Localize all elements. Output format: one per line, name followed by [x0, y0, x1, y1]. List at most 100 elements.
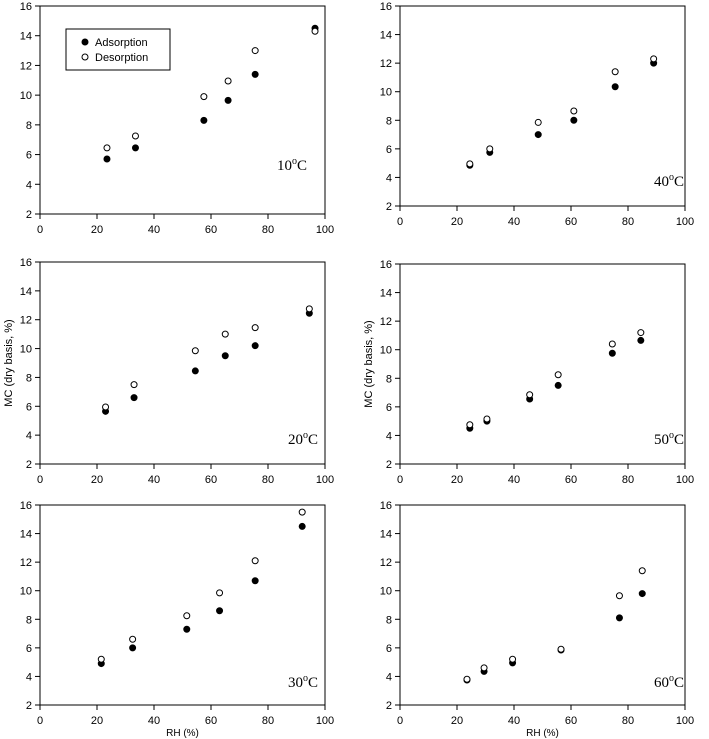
desorption-point	[221, 330, 229, 338]
y-axis-label: MC (dry basis, %)	[3, 319, 15, 406]
adsorption-point	[615, 614, 623, 622]
adsorption-point	[298, 522, 306, 530]
y-tick-label: 14	[20, 31, 32, 43]
adsorption-point	[554, 381, 562, 389]
adsorption-point	[224, 96, 232, 104]
y-tick-label: 14	[380, 529, 392, 541]
x-tick-label: 80	[622, 474, 634, 486]
x-axis-label: RH (%)	[526, 728, 559, 739]
plot-frame	[39, 504, 326, 706]
adsorption-point	[200, 116, 208, 124]
y-tick-label: 2	[26, 459, 32, 471]
desorption-point	[251, 47, 259, 55]
desorption-point	[130, 381, 138, 389]
temperature-value: 60	[654, 675, 669, 691]
degree-superscript: o	[669, 172, 674, 183]
temperature-label: 10oC	[277, 156, 307, 174]
chart-panel-1: 0 20 40 60 80 10024681012141610oCAdsorptionDe…	[20, 1, 334, 236]
y-tick-label: 12	[20, 557, 32, 569]
desorption-point	[526, 391, 534, 399]
desorption-point	[483, 415, 491, 423]
x-tick-label: 60	[565, 715, 577, 727]
y-tick-label: 6	[26, 401, 32, 413]
desorption-point	[102, 403, 110, 411]
desorption-point	[466, 160, 474, 168]
x-tick-label: 100	[676, 216, 694, 228]
x-tick-label: 0	[37, 224, 43, 236]
temperature-unit: C	[297, 158, 307, 174]
y-tick-label: 16	[20, 500, 32, 512]
y-tick-label: 4	[386, 172, 392, 184]
desorption-point	[480, 664, 488, 672]
x-tick-label: 0	[37, 474, 43, 486]
y-tick-label: 14	[380, 288, 392, 300]
legend: Adsorption Desorption	[65, 28, 171, 71]
x-tick-label: 60	[565, 216, 577, 228]
plot-frame	[399, 263, 686, 465]
desorption-point	[611, 68, 619, 76]
desorption-point	[486, 145, 494, 153]
desorption-point	[557, 645, 565, 653]
x-tick-label: 40	[148, 474, 160, 486]
desorption-point	[509, 655, 517, 663]
adsorption-point	[131, 144, 139, 152]
y-tick-label: 6	[26, 643, 32, 655]
x-tick-label: 100	[676, 474, 694, 486]
x-axis-label: RH (%)	[166, 728, 199, 739]
y-tick-label: 14	[20, 286, 32, 298]
temperature-unit: C	[308, 432, 318, 448]
y-tick-label: 16	[20, 257, 32, 269]
temperature-value: 40	[654, 174, 669, 190]
y-tick-label: 4	[26, 430, 32, 442]
adsorption-point	[608, 349, 616, 357]
temperature-unit: C	[674, 174, 684, 190]
desorption-point	[216, 589, 224, 597]
x-tick-label: 20	[451, 715, 463, 727]
y-tick-label: 16	[20, 1, 32, 13]
legend-marker-desorption	[81, 53, 89, 61]
y-tick-label: 2	[386, 201, 392, 213]
adsorption-point	[611, 83, 619, 91]
x-tick-label: 20	[451, 216, 463, 228]
y-tick-label: 10	[20, 344, 32, 356]
chart-panel-4: 0 20 40 60 80 100 2 4 6 8 10 12 14 16 MC (dry basis, %…	[363, 259, 694, 486]
legend-label-adsorption: Adsorption	[95, 37, 148, 49]
temperature-unit: C	[674, 675, 684, 691]
desorption-point	[608, 340, 616, 348]
x-tick-label: 40	[508, 474, 520, 486]
x-tick-label: 100	[316, 224, 334, 236]
temperature-value: 10	[277, 158, 292, 174]
desorption-point	[131, 132, 139, 140]
desorption-point	[554, 371, 562, 379]
x-tick-label: 80	[262, 715, 274, 727]
desorption-point	[224, 77, 232, 85]
adsorption-point	[183, 625, 191, 633]
y-tick-label: 4	[386, 671, 392, 683]
temperature-label: 40oC	[654, 172, 684, 190]
y-tick-label: 12	[380, 557, 392, 569]
y-tick-label: 12	[380, 316, 392, 328]
y-tick-label: 8	[386, 373, 392, 385]
y-tick-label: 4	[386, 430, 392, 442]
x-tick-label: 60	[565, 474, 577, 486]
adsorption-point	[570, 116, 578, 124]
temperature-unit: C	[308, 675, 318, 691]
x-tick-label: 60	[205, 715, 217, 727]
desorption-point	[650, 55, 658, 63]
x-tick-label: 80	[262, 474, 274, 486]
adsorption-point	[251, 577, 259, 585]
x-tick-label: 0	[397, 474, 403, 486]
y-tick-label: 10	[20, 586, 32, 598]
desorption-point	[183, 612, 191, 620]
y-tick-label: 2	[26, 209, 32, 221]
x-tick-label: 40	[508, 715, 520, 727]
x-tick-label: 100	[316, 474, 334, 486]
legend-marker-adsorption	[81, 38, 89, 46]
y-tick-label: 6	[386, 643, 392, 655]
y-tick-label: 2	[26, 700, 32, 712]
plot-frame	[39, 261, 326, 465]
x-tick-label: 40	[148, 224, 160, 236]
x-tick-label: 100	[316, 715, 334, 727]
y-tick-label: 8	[26, 614, 32, 626]
